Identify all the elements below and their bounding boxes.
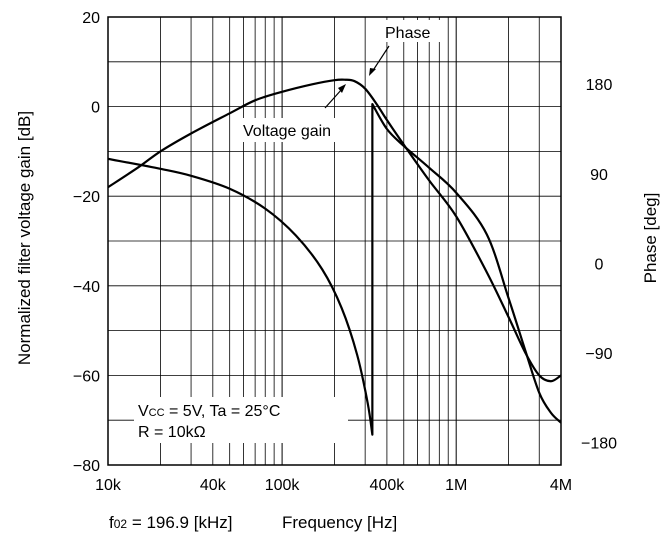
y-left-tick-label: −80 xyxy=(73,458,100,475)
phase-line xyxy=(108,103,561,436)
f02-value: = 196.9 [kHz] xyxy=(127,513,232,532)
voltage-gain-line xyxy=(108,78,561,383)
x-tick-label: 400k xyxy=(370,477,406,494)
y-left-tick-label: −40 xyxy=(73,279,100,296)
y-left-tick-label: 0 xyxy=(91,100,100,117)
phase-annotation-arrow xyxy=(371,45,390,73)
f02-subscript: 02 xyxy=(114,517,128,531)
x-tick-label: 40k xyxy=(200,477,227,494)
voltage-gain-annotation-arrowhead xyxy=(338,84,346,93)
phase-annotation-arrowhead xyxy=(369,68,376,76)
f02-symbol: f xyxy=(109,513,114,532)
grid xyxy=(108,17,561,465)
x-tick-label: 1M xyxy=(445,477,467,494)
x-tick-label: 100k xyxy=(265,477,301,494)
tick-labels: 10k 40k 100k 400k 1M 4M 20 0 −20 −40 −60 −80 180 90 0 −… xyxy=(73,10,617,494)
y-left-tick-label: 20 xyxy=(82,10,100,27)
y-right-tick-label: −180 xyxy=(581,436,617,453)
voltage-gain-annotation-arrow xyxy=(324,88,343,109)
y-right-tick-label: 180 xyxy=(586,77,613,94)
x-tick-label: 4M xyxy=(550,477,572,494)
y-left-tick-label: −20 xyxy=(73,189,100,206)
conditions-line-2: R = 10kΩ xyxy=(138,424,206,441)
vcc-subscript: CC xyxy=(149,407,165,419)
y-right-tick-label: 0 xyxy=(595,256,604,273)
y-left-tick-label: −60 xyxy=(73,368,100,385)
curves xyxy=(108,78,561,436)
voltage-gain-annotation-label: Voltage gain xyxy=(243,123,331,140)
phase-annotation-label: Phase xyxy=(385,25,430,42)
y-axis-right-title: Phase [deg] xyxy=(641,193,660,284)
plot-frame xyxy=(107,16,562,466)
y-right-tick-label: 90 xyxy=(590,167,608,184)
vcc-symbol: V xyxy=(138,403,149,420)
conditions-box: VCC = 5V, Ta = 25°C R = 10kΩ xyxy=(134,397,348,443)
conditions-bg xyxy=(134,397,348,443)
x-tick-label: 10k xyxy=(95,477,122,494)
y-right-tick-label: −90 xyxy=(585,346,612,363)
conditions-line-1: VCC = 5V, Ta = 25°C xyxy=(138,403,280,420)
phase-annotation-bg xyxy=(381,20,441,42)
voltage-gain-annotation-bg xyxy=(240,118,364,142)
annotations: Phase Voltage gain xyxy=(240,20,441,142)
conditions-line-1-rest: = 5V, Ta = 25°C xyxy=(165,403,281,420)
x-axis-note: f02 = 196.9 [kHz] xyxy=(109,513,232,532)
y-axis-left-title: Normalized filter voltage gain [dB] xyxy=(15,111,34,365)
x-axis-title: Frequency [Hz] xyxy=(282,513,397,532)
